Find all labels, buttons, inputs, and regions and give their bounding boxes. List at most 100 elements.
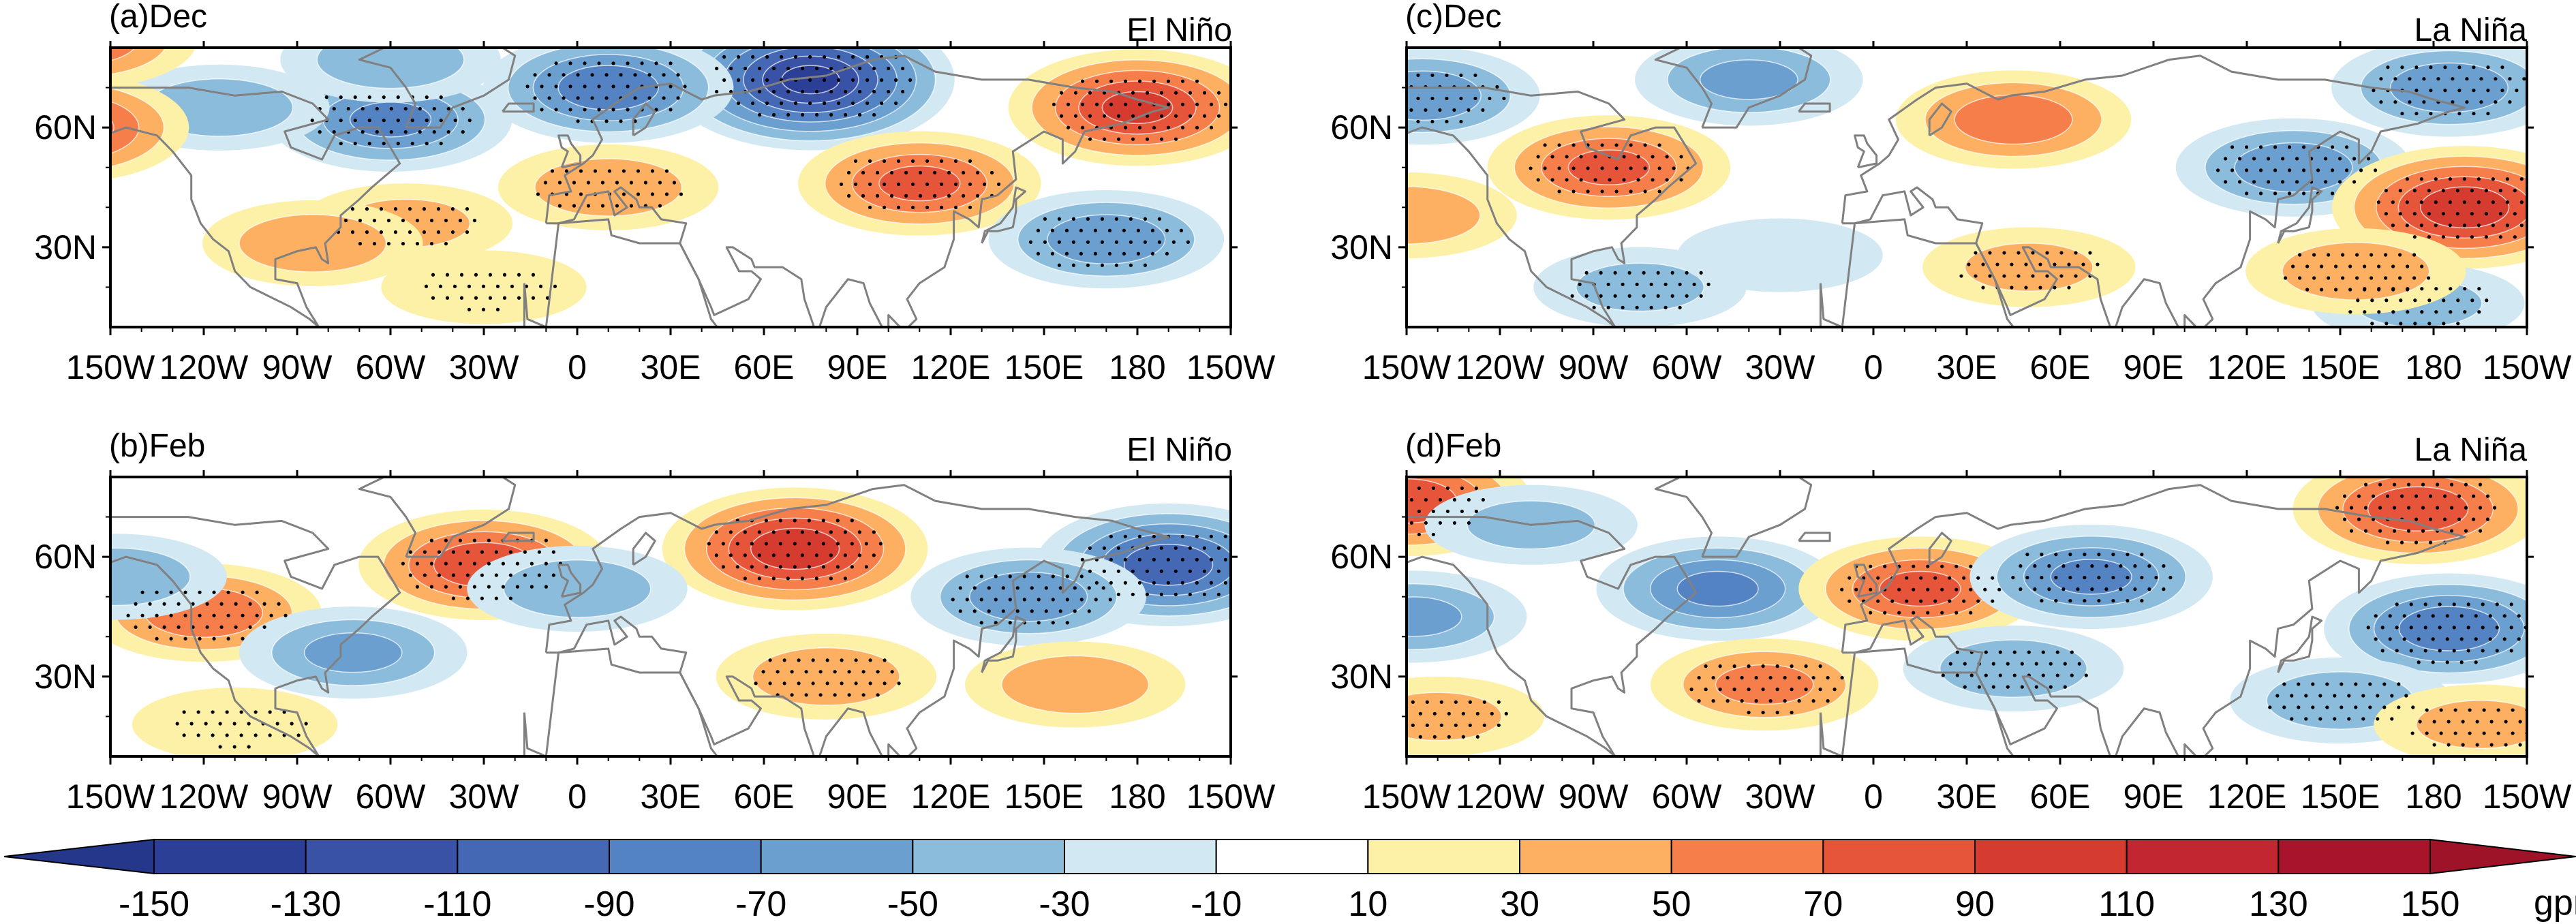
- stipple-dot: [553, 284, 557, 288]
- contour-level-50: [110, 48, 136, 61]
- stipple-dot: [1073, 91, 1078, 95]
- stipple-dot: [1065, 621, 1069, 625]
- stipple-dot: [576, 96, 580, 100]
- stipple-dot: [439, 119, 443, 123]
- stipple-dot: [2398, 189, 2402, 193]
- stipple-dot: [1670, 294, 1674, 298]
- stipple-dot: [1080, 557, 1084, 561]
- anomaly-field: [110, 477, 1231, 756]
- stipple-dot: [2484, 189, 2488, 193]
- anomaly-center-6: [239, 606, 467, 699]
- contour-level-30: [1407, 692, 1503, 741]
- stipple-dot: [2549, 200, 2552, 204]
- stipple-dot: [1997, 587, 2002, 591]
- stipple-dot: [2429, 65, 2433, 70]
- stipple-dot: [177, 602, 181, 606]
- stipple-dot: [2312, 276, 2316, 280]
- stipple-dot: [1036, 251, 1041, 256]
- stipple-dot: [408, 573, 412, 577]
- stipple-dot: [2429, 89, 2433, 93]
- colorbar-segment: [609, 839, 762, 874]
- stipple-dot: [2452, 649, 2456, 653]
- stipple-dot: [1431, 532, 1435, 537]
- stipple-dot: [1678, 282, 1682, 286]
- stipple-dot: [1740, 699, 1744, 703]
- stipple-dot: [2414, 494, 2419, 498]
- stipple-dot: [557, 181, 562, 185]
- stipple-dot: [472, 561, 476, 566]
- stipple-dot: [2436, 77, 2440, 81]
- stipple-dot: [1651, 178, 1655, 182]
- stipple-dot: [1912, 564, 1916, 568]
- contour-level-50: [1715, 664, 1814, 705]
- stipple-dot: [764, 542, 768, 546]
- stipple-dot: [1571, 143, 1576, 147]
- stipple-dot: [375, 130, 379, 134]
- stipple-dot: [2427, 212, 2431, 216]
- stipple-dot: [2477, 310, 2481, 314]
- stipple-dot: [2370, 276, 2374, 280]
- x-tick-label: 120E: [2207, 348, 2287, 386]
- stipple-dot: [530, 561, 534, 566]
- stipple-dot: [429, 219, 434, 223]
- contour-level--50: [2234, 142, 2353, 193]
- anomaly-center-8: [1922, 227, 2136, 307]
- stipple-dot: [540, 108, 544, 112]
- stipple-dot: [2330, 168, 2335, 172]
- stipple-dot: [757, 576, 761, 581]
- stipple-dot: [751, 78, 755, 82]
- stipple-dot: [1977, 685, 1981, 689]
- stipple-dot: [2399, 298, 2403, 303]
- stipple-dot: [2038, 262, 2042, 266]
- stipple-dot: [2374, 637, 2378, 641]
- anomaly-center-5: [110, 76, 189, 179]
- stipple-dot: [1678, 305, 1682, 309]
- stipple-dot: [882, 182, 887, 186]
- stipple-dot: [2405, 177, 2409, 181]
- colorbar-tick-label: 30: [1500, 884, 1539, 924]
- stipple-dot: [2419, 200, 2423, 204]
- stipple-dot: [743, 66, 748, 71]
- anomaly-center-12: [1677, 218, 1883, 292]
- coastline-4: [557, 564, 582, 598]
- stipple-dot: [2432, 743, 2436, 747]
- stipple-dot: [857, 553, 861, 557]
- stipple-dot: [2470, 235, 2474, 239]
- stipple-dot: [1969, 611, 1973, 615]
- stipple-dot: [968, 205, 972, 209]
- stipple-dot: [2010, 262, 2014, 266]
- stipple-dot: [1954, 587, 1959, 591]
- stipple-dot: [1622, 178, 1626, 182]
- stipple-dot: [1145, 569, 1149, 573]
- stipple-dot: [1129, 217, 1133, 221]
- stipple-dot: [2382, 705, 2387, 709]
- x-tick-label: 180: [1109, 348, 1165, 386]
- stipple-dot: [1418, 735, 1422, 739]
- stipple-dot: [247, 745, 251, 749]
- stipple-patch-7: [1689, 664, 1844, 715]
- stipple-dot: [474, 296, 478, 300]
- stipple-dot: [472, 585, 476, 589]
- stipple-dot: [1065, 574, 1069, 579]
- stipple-dot: [2502, 637, 2506, 641]
- x-tick-label: 150W: [1362, 348, 1452, 386]
- stipple-dot: [872, 112, 876, 117]
- colorbar-segment: [1215, 839, 1369, 874]
- stipple-dot: [1869, 587, 1873, 591]
- stipple-dot: [2352, 180, 2357, 184]
- stipple-dot: [1367, 498, 1370, 502]
- stipple-dot: [1411, 700, 1415, 704]
- stipple-dot: [2472, 65, 2476, 70]
- stipple-dot: [1656, 294, 1660, 298]
- stipple-dot: [2491, 177, 2495, 181]
- stipple-dot: [196, 710, 200, 714]
- stipple-dot: [1840, 676, 1844, 680]
- stipple-dot: [379, 230, 384, 234]
- stipple-dot: [910, 159, 915, 163]
- stipple-dot: [1373, 74, 1377, 77]
- stipple-dot: [1416, 119, 1420, 124]
- stipple-dot: [531, 273, 536, 277]
- stipple-dot: [2417, 637, 2421, 641]
- stipple-dot: [2372, 89, 2376, 93]
- contour-level-30: [1001, 655, 1150, 714]
